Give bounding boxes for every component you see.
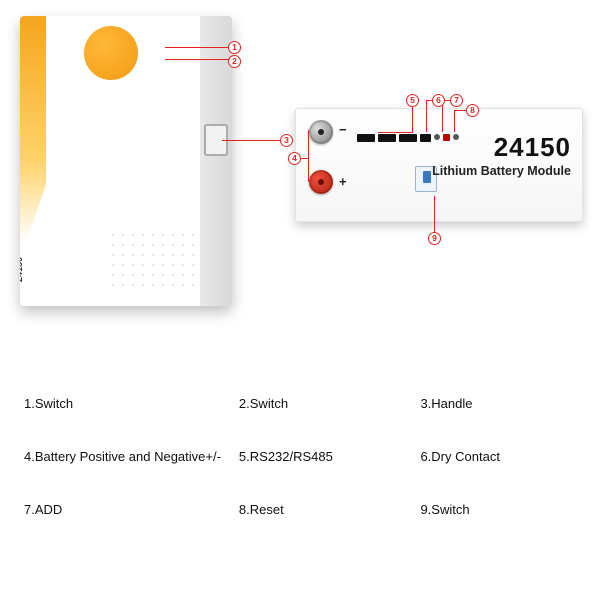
port-rs485 <box>378 134 396 142</box>
port-switch <box>453 134 459 140</box>
terminal-positive <box>309 170 333 194</box>
battery-unit: 24150 <box>20 16 232 306</box>
legend-item-2: 2.Switch <box>239 396 403 411</box>
battery-model-label: 24150 <box>20 257 24 282</box>
legend-item-4: 4.Battery Positive and Negative+/- <box>24 449 221 464</box>
negative-sign: − <box>339 122 347 137</box>
callout-line <box>308 130 309 182</box>
legend-item-7: 7.ADD <box>24 502 221 517</box>
callout-marker-2: 2 <box>228 55 241 68</box>
legend-item-9: 9.Switch <box>420 502 584 517</box>
port-rs232 <box>357 134 375 142</box>
diagram-area: 24150 − + 24150 Lithium Battery Module 1… <box>0 0 608 330</box>
port-reset <box>443 134 450 141</box>
module-title: 24150 <box>494 132 571 163</box>
callout-marker-3: 3 <box>280 134 293 147</box>
positive-sign: + <box>339 174 347 189</box>
callout-line <box>222 140 287 141</box>
battery-front: 24150 <box>20 16 200 306</box>
callout-line <box>426 101 427 133</box>
logo-circle <box>84 26 138 80</box>
callout-marker-5: 5 <box>406 94 419 107</box>
vent-dot-grid <box>108 230 194 292</box>
port-drycontact <box>420 134 431 142</box>
port-can <box>399 134 417 142</box>
module-subtitle: Lithium Battery Module <box>432 164 571 178</box>
callout-line <box>454 111 455 133</box>
legend-item-3: 3.Handle <box>420 396 584 411</box>
callout-marker-7: 7 <box>450 94 463 107</box>
terminal-negative <box>309 120 333 144</box>
legend-item-5: 5.RS232/RS485 <box>239 449 403 464</box>
callout-marker-9: 9 <box>428 232 441 245</box>
legend-item-6: 6.Dry Contact <box>420 449 584 464</box>
legend-item-8: 8.Reset <box>239 502 403 517</box>
module-panel: − + 24150 Lithium Battery Module <box>295 108 583 222</box>
port-row <box>357 134 459 142</box>
legend-grid: 1.Switch 2.Switch 3.Handle 4.Battery Positi… <box>24 396 584 517</box>
legend-item-1: 1.Switch <box>24 396 221 411</box>
port-add <box>434 134 440 140</box>
callout-line <box>165 59 235 60</box>
callout-line <box>378 132 413 133</box>
callout-marker-8: 8 <box>466 104 479 117</box>
callout-marker-1: 1 <box>228 41 241 54</box>
callout-marker-4: 4 <box>288 152 301 165</box>
callout-marker-6: 6 <box>432 94 445 107</box>
callout-line <box>165 47 235 48</box>
